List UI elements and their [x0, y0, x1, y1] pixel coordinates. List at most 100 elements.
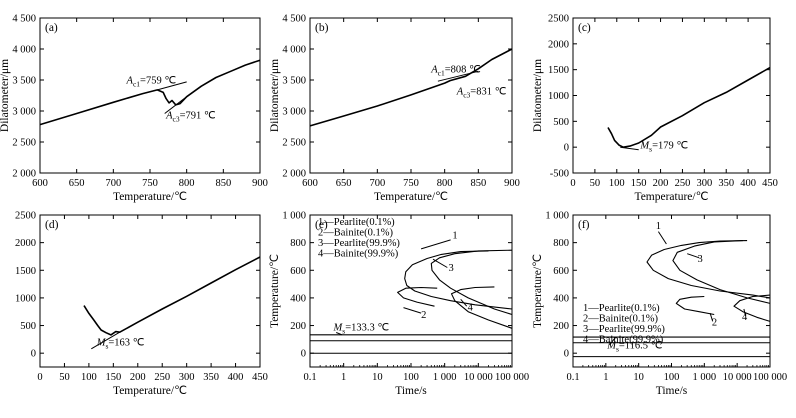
panel-a: 600 650 700 750 800 850 900 2 000 2 500 3 000 3 50…	[0, 14, 268, 204]
leader-4	[743, 308, 746, 317]
x-tick-label: 1 000	[433, 372, 457, 383]
x-tick-label: 350	[203, 372, 219, 383]
x-tick-label: 0	[37, 372, 42, 383]
x-tick-label: 50	[590, 178, 601, 189]
pearlite-99.9-curve	[672, 240, 771, 304]
curve-number-3: 3	[698, 254, 703, 265]
annotation-value: =808 ℃	[445, 65, 481, 76]
annotation-main: M	[96, 337, 107, 348]
y-tick-label: 1000	[15, 293, 36, 304]
annotation-value: =179 ℃	[652, 141, 688, 152]
annotation-subscript: c1	[133, 80, 140, 89]
y-tick-label: 1500	[548, 65, 569, 76]
panel-label: (a)	[45, 22, 58, 34]
annotation-main: M	[639, 141, 650, 152]
x-tick-label: 1 000	[693, 372, 717, 383]
legend-entry: 1—Pearlite(0.1%)	[318, 217, 395, 228]
x-axis-label: Temperature/℃	[113, 385, 187, 397]
y-tick-label: 3 500	[12, 76, 36, 87]
annotation-main: A	[126, 76, 134, 87]
y-tick-label: 2000	[15, 238, 36, 249]
bainite-99.9-curve	[733, 294, 771, 322]
tangent-line-1	[157, 81, 187, 91]
y-tick-label: 600	[553, 266, 569, 277]
plot-frame	[39, 17, 261, 174]
x-tick-label: 100	[403, 372, 419, 383]
y-tick-label: 2 500	[282, 138, 306, 149]
annotation-subscript: s	[105, 341, 108, 350]
annotation-main: 3	[449, 263, 454, 274]
y-tick-label: 0	[564, 349, 569, 360]
x-tick-label: 1	[603, 372, 608, 383]
leader-1	[420, 239, 451, 250]
x-tick-label: 850	[215, 178, 231, 189]
x-tick-label: 10	[633, 372, 644, 383]
panel-label: (c)	[578, 22, 591, 34]
y-tick-label: 4 000	[12, 45, 36, 56]
y-tick-label: 3 000	[282, 107, 306, 118]
x-tick-label: 300	[179, 372, 195, 383]
panel-f: 0.1 1 10 100 1 000 10 000 100 000 0 200 400 600 800…	[532, 211, 787, 398]
leader-3	[687, 253, 700, 259]
x-tick-label: 450	[252, 372, 268, 383]
ms-label: Ms=179 ℃	[639, 141, 688, 154]
legend-entry: 3—Pearlite(99.9%)	[583, 324, 665, 335]
ac3-label: Ac3=791 ℃	[165, 110, 216, 123]
curve-number-3: 3	[449, 263, 454, 274]
ac1-label: Ac1=808 ℃	[430, 65, 481, 78]
x-tick-label: 100	[81, 372, 97, 383]
annotation-main: 4	[742, 312, 748, 323]
annotation-subscript: s	[342, 326, 345, 335]
y-tick-label: 1000	[548, 91, 569, 102]
leader-ms	[336, 332, 343, 336]
pearlite-99.9-curve	[430, 249, 513, 316]
leader-2	[403, 307, 422, 314]
y-tick-label: 0	[31, 349, 36, 360]
curve-number-2: 2	[421, 310, 426, 321]
annotation-main: A	[165, 110, 173, 121]
panel-c: 0 50 100 150 200 250 300 350 400 450-500050010001…	[532, 14, 778, 204]
x-tick-label: 100 000	[753, 372, 787, 383]
y-tick-label: 500	[20, 321, 36, 332]
annotation-main: A	[430, 65, 438, 76]
legend-entry: 2—Bainite(0.1%)	[583, 314, 658, 325]
curve-number-4: 4	[742, 312, 748, 323]
x-tick-label: 750	[403, 178, 419, 189]
x-tick-label: 400	[228, 372, 244, 383]
bainite-99.9-curve	[450, 286, 513, 329]
y-tick-label: 1500	[15, 266, 36, 277]
annotation-subscript: c3	[463, 90, 470, 99]
tangent-line	[437, 70, 479, 82]
y-tick-label: 2 000	[12, 169, 36, 180]
curve-number-1: 1	[656, 221, 661, 232]
annotation-main: 3	[698, 254, 703, 265]
annotation-subscript: s	[649, 145, 652, 154]
annotation-main: 2	[421, 310, 426, 321]
y-tick-label: 4 500	[282, 14, 306, 25]
annotation-value: =759 ℃	[140, 76, 176, 87]
annotation-main: M	[606, 340, 617, 351]
y-tick-label: 200	[553, 321, 569, 332]
panel-e: 0.1 1 10 100 1 000 10 000 100 000 0 200 400 600 800…	[269, 211, 529, 398]
y-tick-label: 2 500	[12, 138, 36, 149]
x-tick-label: 750	[142, 178, 158, 189]
x-tick-label: 10	[372, 372, 383, 383]
panel-label: (d)	[45, 219, 59, 231]
y-tick-label: 4 500	[12, 14, 36, 25]
curve-number-2: 2	[712, 318, 717, 329]
x-axis-label: Temperature/℃	[374, 191, 448, 203]
y-tick-label: 1 000	[282, 211, 306, 222]
panel-d: 0 50 100 150 200 250 300 350 400 450 0 500 1000 1500 2…	[15, 211, 268, 398]
y-axis-label: Dilatometer/μm	[0, 59, 11, 132]
panel-label: (e)	[315, 219, 328, 231]
y-tick-label: 2500	[548, 14, 569, 25]
ms-label: Ms=133.3 ℃	[333, 322, 390, 335]
dilatometer-curve	[39, 59, 261, 126]
legend-entry: 3—Pearlite(99.9%)	[318, 238, 400, 249]
panel-b: 600 650 700 750 800 850 900 2 000 2 500 3 000 3 50…	[269, 14, 520, 204]
annotation-main: 4	[468, 302, 474, 313]
x-tick-label: 250	[154, 372, 170, 383]
y-tick-label: 500	[553, 117, 569, 128]
x-tick-label: 0.1	[566, 372, 579, 383]
x-tick-label: 0.1	[303, 372, 316, 383]
